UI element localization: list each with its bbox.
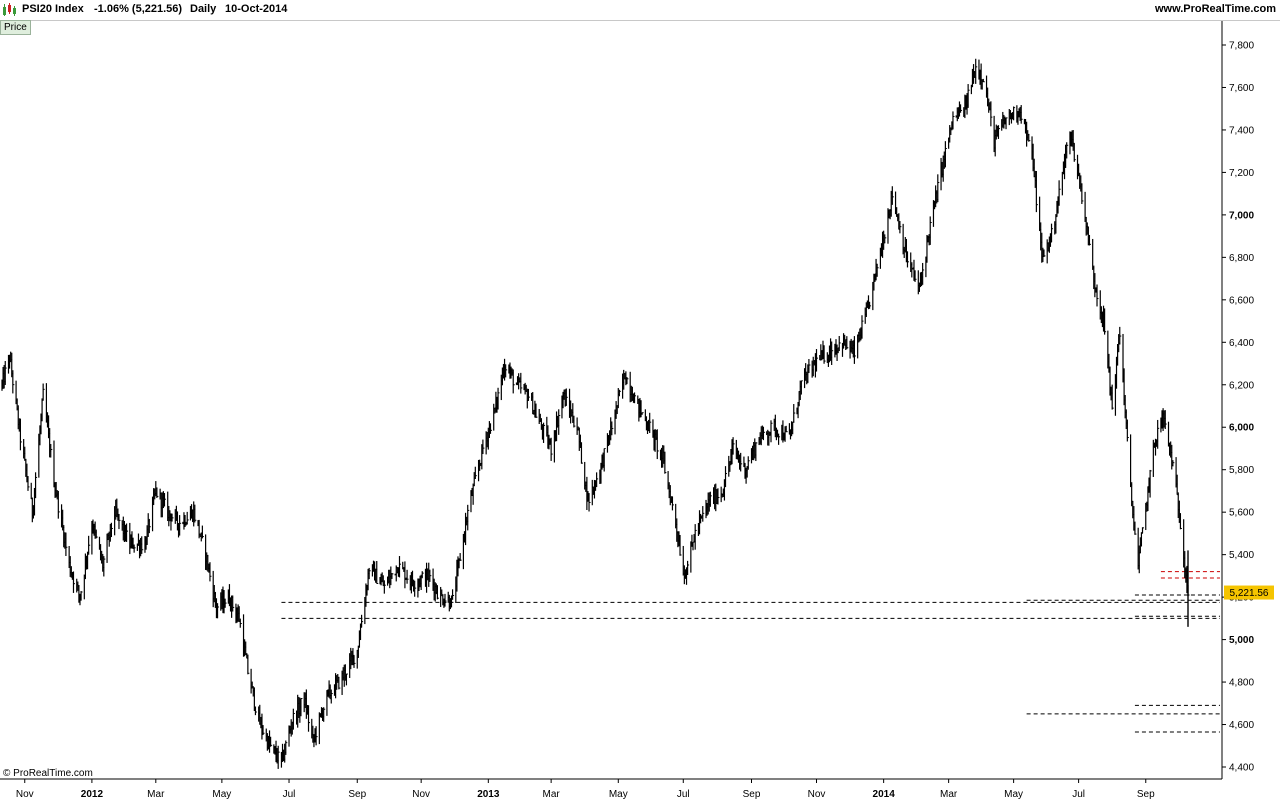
y-tick-label: 7,600	[1229, 83, 1254, 94]
x-tick-label: May	[609, 789, 628, 800]
y-tick-label: 4,800	[1229, 678, 1254, 689]
period-label: Daily	[190, 3, 217, 15]
change-label: -1.06% (5,221.56)	[94, 3, 183, 15]
last-price-marker: 5,221.56	[1224, 585, 1274, 600]
date-label: 10-Oct-2014	[225, 3, 288, 15]
y-axis-ticks: 4,4004,6004,8005,0005,2005,4005,6005,800…	[1222, 41, 1254, 774]
x-tick-label: Nov	[412, 789, 430, 800]
x-tick-label: Sep	[348, 789, 366, 800]
x-tick-label: Mar	[147, 789, 165, 800]
x-tick-label: 2013	[477, 789, 500, 800]
y-tick-label: 4,600	[1229, 720, 1254, 731]
x-tick-label: Jul	[677, 789, 690, 800]
ohlc-bars	[1, 58, 1190, 769]
y-tick-label: 6,800	[1229, 253, 1254, 264]
price-tab[interactable]: Price	[0, 20, 31, 35]
last-price-label: 5,221.56	[1230, 588, 1269, 599]
y-tick-label: 5,600	[1229, 508, 1254, 519]
x-tick-label: Jul	[283, 789, 296, 800]
y-tick-label: 5,000	[1229, 635, 1254, 646]
x-tick-label: 2014	[873, 789, 896, 800]
last-price-badge	[1224, 585, 1274, 600]
y-tick-label: 7,400	[1229, 125, 1254, 136]
y-tick-label: 6,600	[1229, 295, 1254, 306]
x-tick-label: Mar	[940, 789, 958, 800]
horizontal-levels	[281, 571, 1220, 733]
y-tick-label: 5,400	[1229, 550, 1254, 561]
y-tick-label: 7,000	[1229, 210, 1254, 221]
x-tick-label: Sep	[1137, 789, 1155, 800]
x-tick-label: Jul	[1072, 789, 1085, 800]
x-tick-label: Nov	[16, 789, 34, 800]
x-tick-label: May	[212, 789, 231, 800]
y-tick-label: 6,000	[1229, 423, 1254, 434]
site-link[interactable]: www.ProRealTime.com	[1154, 3, 1276, 15]
candlestick-icon	[3, 3, 16, 16]
x-axis-ticks: Nov 2012 Mar May Jul Sep Nov 2013 Mar May Jul Sep No…	[16, 779, 1155, 800]
x-tick-label: Nov	[808, 789, 826, 800]
chart-header: PSI20 Index -1.06% (5,221.56) Daily 10-O…	[0, 0, 1280, 21]
copyright-label: © ProRealTime.com	[3, 768, 93, 779]
symbol-label: PSI20 Index	[22, 3, 84, 15]
x-tick-label: 2012	[81, 789, 104, 800]
y-tick-label: 4,400	[1229, 763, 1254, 774]
y-tick-label: 5,800	[1229, 465, 1254, 476]
y-tick-label: 7,200	[1229, 168, 1254, 179]
y-tick-label: 6,400	[1229, 338, 1254, 349]
y-tick-label: 6,200	[1229, 380, 1254, 391]
x-tick-label: Mar	[543, 789, 561, 800]
x-tick-label: Sep	[743, 789, 761, 800]
x-tick-label: May	[1004, 789, 1023, 800]
y-tick-label: 7,800	[1229, 41, 1254, 52]
